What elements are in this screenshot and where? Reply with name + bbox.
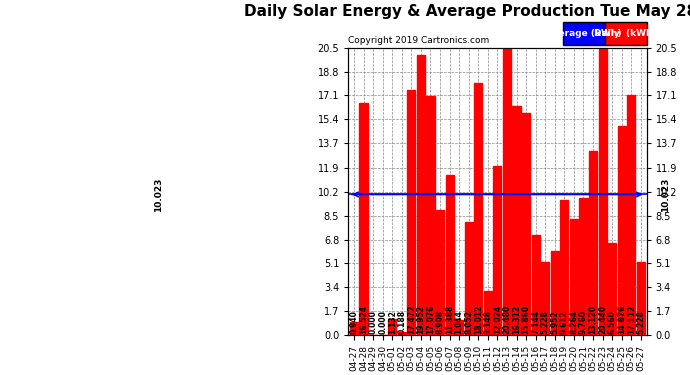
Bar [618, 126, 626, 335]
Text: 0.188: 0.188 [397, 310, 406, 334]
Text: 8.908: 8.908 [435, 310, 444, 334]
Text: 20.480: 20.480 [502, 304, 511, 334]
Text: 5.952: 5.952 [551, 310, 560, 334]
Text: 17.472: 17.472 [407, 304, 416, 334]
Text: 13.120: 13.120 [589, 304, 598, 334]
Bar [598, 48, 607, 335]
Bar [627, 95, 635, 335]
Bar [474, 82, 482, 335]
Bar [570, 219, 578, 335]
Bar [436, 210, 444, 335]
Text: 17.112: 17.112 [627, 304, 635, 334]
Bar [589, 151, 597, 335]
Text: 15.860: 15.860 [522, 304, 531, 334]
Bar [608, 243, 616, 335]
Text: 7.144: 7.144 [531, 310, 540, 334]
Bar [560, 200, 569, 335]
Bar [503, 48, 511, 335]
Bar [359, 104, 368, 335]
Bar [350, 322, 358, 335]
Text: 10.023: 10.023 [662, 177, 671, 212]
Text: 1.132: 1.132 [388, 310, 397, 334]
Text: 18.012: 18.012 [474, 304, 483, 334]
Text: 0.000: 0.000 [368, 310, 377, 334]
Bar [541, 262, 549, 335]
Bar [388, 319, 396, 335]
Text: 0.000: 0.000 [378, 310, 387, 334]
Text: 12.024: 12.024 [493, 304, 502, 334]
Text: 5.228: 5.228 [541, 310, 550, 334]
Bar [455, 320, 463, 335]
Bar [484, 291, 492, 335]
Bar [637, 262, 645, 335]
Text: 0.940: 0.940 [349, 310, 359, 334]
Text: 9.612: 9.612 [560, 310, 569, 334]
Text: 20.440: 20.440 [598, 304, 607, 334]
Bar [407, 90, 415, 335]
Title: Daily Solar Energy & Average Production Tue May 28 20:01: Daily Solar Energy & Average Production … [244, 4, 690, 19]
Text: 11.388: 11.388 [445, 304, 454, 334]
Bar [464, 222, 473, 335]
Bar [531, 235, 540, 335]
Bar [426, 96, 435, 335]
Text: Copyright 2019 Cartronics.com: Copyright 2019 Cartronics.com [348, 36, 489, 45]
Bar [522, 113, 530, 335]
Text: 5.228: 5.228 [636, 310, 645, 334]
Text: 17.076: 17.076 [426, 304, 435, 334]
Bar [513, 106, 520, 335]
Bar [446, 176, 453, 335]
Bar [493, 166, 502, 335]
Text: 9.760: 9.760 [579, 310, 588, 334]
Bar [417, 56, 425, 335]
Text: 19.952: 19.952 [416, 305, 426, 334]
Bar [580, 198, 587, 335]
Text: 1.044: 1.044 [455, 310, 464, 334]
Text: 10.023: 10.023 [155, 177, 164, 212]
Bar [551, 252, 559, 335]
Text: 6.560: 6.560 [608, 310, 617, 334]
Text: 14.876: 14.876 [618, 304, 627, 334]
Text: 8.052: 8.052 [464, 310, 473, 334]
Bar [397, 332, 406, 335]
Text: 3.148: 3.148 [483, 310, 493, 334]
Text: 16.312: 16.312 [512, 304, 521, 334]
Text: 16.524: 16.524 [359, 305, 368, 334]
Text: 8.264: 8.264 [569, 310, 578, 334]
